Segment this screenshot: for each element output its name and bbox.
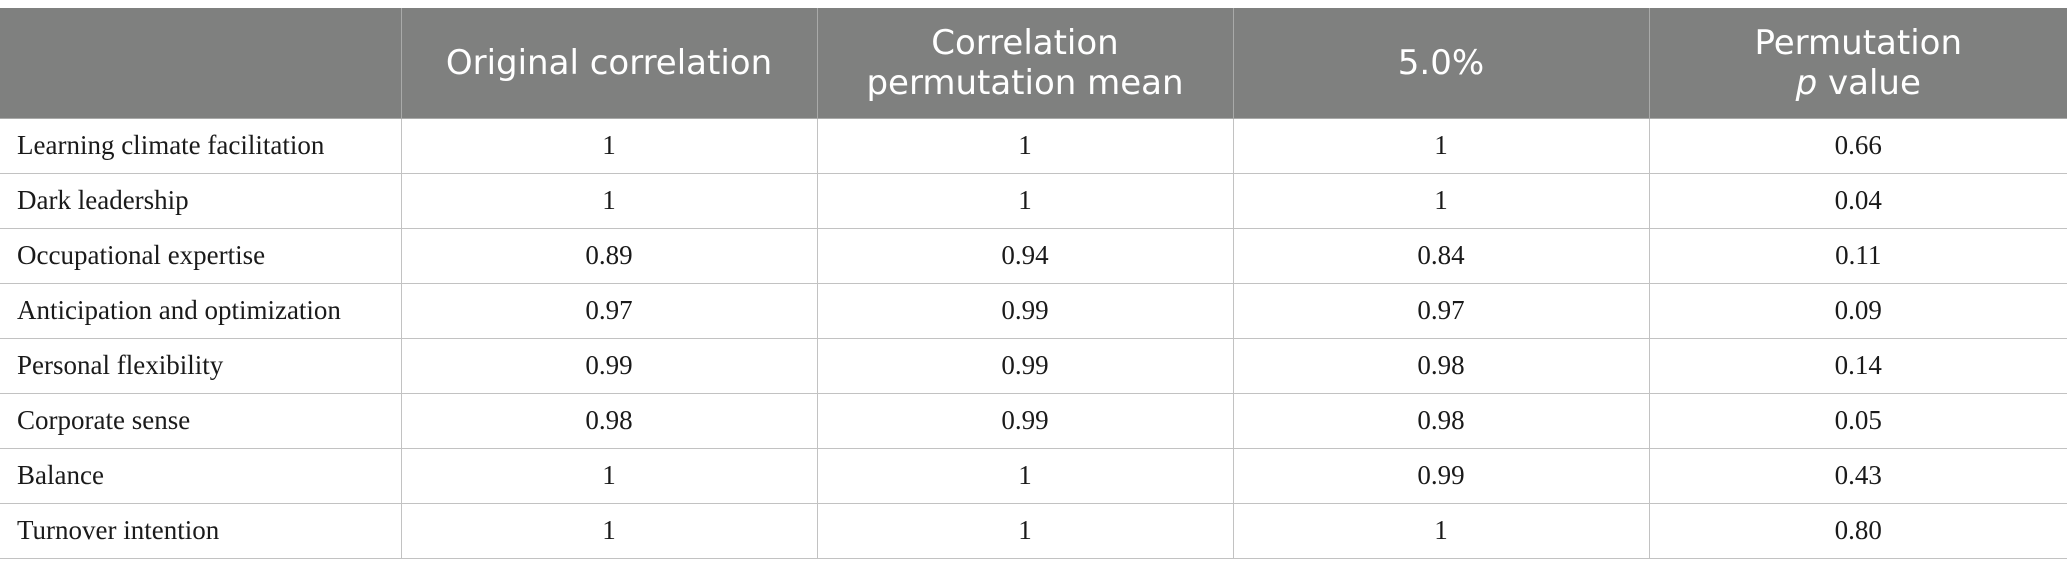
five-percent-cell: 0.97 [1232,282,1650,339]
five-percent-cell: 1 [1232,172,1650,229]
permutation-mean-cell: 0.99 [816,282,1234,339]
table-row: Anticipation and optimization 0.97 0.99 0.9… [0,282,2067,339]
p-value-cell: 0.09 [1648,282,2067,339]
header-five-percent: 5.0% [1233,8,1650,119]
row-label: Personal flexibility [0,337,402,394]
header-row: Original correlation Correlation permuta… [0,8,2067,119]
p-value-cell: 0.66 [1648,117,2067,174]
table-row: Occupational expertise 0.89 0.94 0.84 0.11 [0,227,2067,284]
row-label: Turnover intention [0,502,402,559]
row-label: Learning climate facilitation [0,117,402,174]
five-percent-cell: 0.98 [1232,337,1650,394]
permutation-mean-cell: 0.99 [816,337,1234,394]
table-row: Turnover intention 1 1 1 0.80 [0,502,2067,559]
original-correlation-cell: 0.89 [400,227,818,284]
row-label: Occupational expertise [0,227,402,284]
table-body: Learning climate facilitation 1 1 1 0.66 Dark… [0,117,2067,559]
p-value-cell: 0.05 [1648,392,2067,449]
permutation-mean-cell: 1 [816,502,1234,559]
five-percent-cell: 1 [1232,502,1650,559]
p-value-cell: 0.11 [1648,227,2067,284]
original-correlation-cell: 1 [400,172,818,229]
p-value-cell: 0.14 [1648,337,2067,394]
original-correlation-cell: 1 [400,447,818,504]
table-header: Original correlation Correlation permuta… [0,8,2067,119]
row-label: Balance [0,447,402,504]
original-correlation-cell: 0.97 [400,282,818,339]
header-cell-empty [0,8,402,119]
table-row: Corporate sense 0.98 0.99 0.98 0.05 [0,392,2067,449]
p-italic: p [1795,62,1818,103]
p-value-cell: 0.80 [1648,502,2067,559]
value-suffix: value [1817,62,1921,103]
original-correlation-cell: 1 [400,502,818,559]
original-correlation-cell: 1 [400,117,818,174]
header-correlation-permutation-mean: Correlation permutation mean [817,8,1234,119]
row-label: Dark leadership [0,172,402,229]
five-percent-cell: 0.98 [1232,392,1650,449]
row-label: Corporate sense [0,392,402,449]
header-permutation-p-value: Permutation p value [1649,8,2067,119]
permutation-mean-cell: 1 [816,447,1234,504]
p-value-cell: 0.04 [1648,172,2067,229]
table-row: Learning climate facilitation 1 1 1 0.66 [0,117,2067,174]
permutation-mean-cell: 0.99 [816,392,1234,449]
permutation-mean-cell: 0.94 [816,227,1234,284]
five-percent-cell: 0.84 [1232,227,1650,284]
five-percent-cell: 1 [1232,117,1650,174]
table-row: Balance 1 1 0.99 0.43 [0,447,2067,504]
five-percent-cell: 0.99 [1232,447,1650,504]
permutation-mean-cell: 1 [816,117,1234,174]
header-original-correlation: Original correlation [401,8,818,119]
table-row: Personal flexibility 0.99 0.99 0.98 0.14 [0,337,2067,394]
original-correlation-cell: 0.99 [400,337,818,394]
row-label: Anticipation and optimization [0,282,402,339]
permutation-table-container: Original correlation Correlation permuta… [0,8,2067,559]
permutation-table: Original correlation Correlation permuta… [0,8,2067,559]
original-correlation-cell: 0.98 [400,392,818,449]
permutation-mean-cell: 1 [816,172,1234,229]
table-row: Dark leadership 1 1 1 0.04 [0,172,2067,229]
p-value-cell: 0.43 [1648,447,2067,504]
